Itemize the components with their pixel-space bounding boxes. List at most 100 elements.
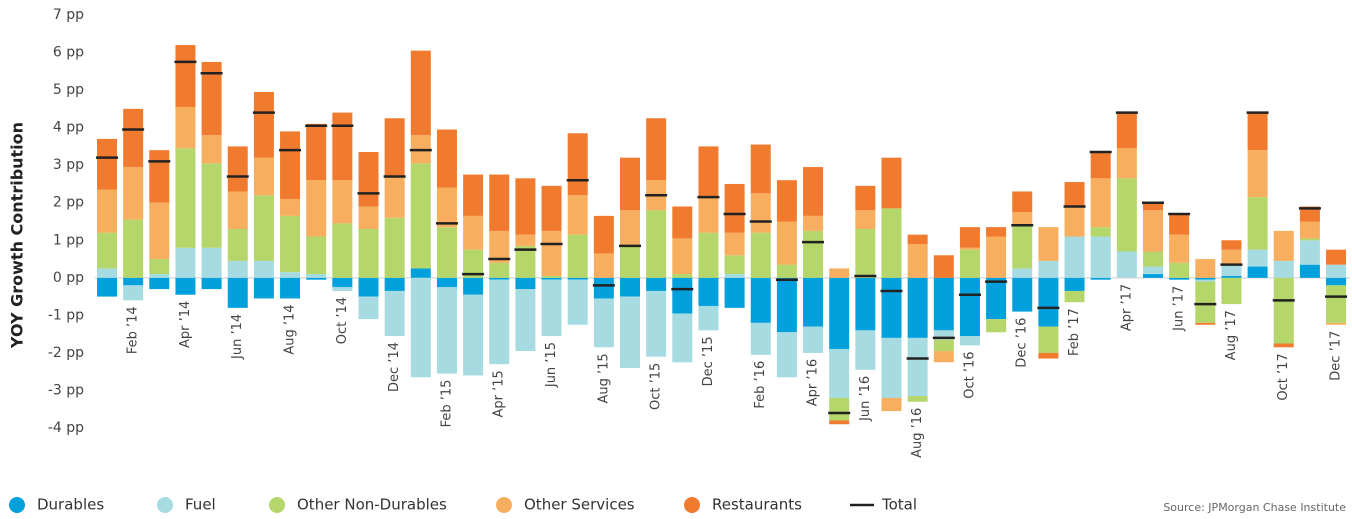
bar-segment	[672, 238, 693, 275]
bar-segment	[280, 277, 301, 299]
bar-segment	[253, 195, 274, 261]
bar-segment	[201, 277, 222, 290]
bar-segment	[253, 91, 274, 158]
legend-swatch	[269, 497, 285, 513]
bar-segment	[280, 272, 301, 278]
bar-segment	[1273, 277, 1294, 344]
legend-label: Durables	[37, 496, 104, 514]
bar-segment	[803, 277, 824, 327]
bar-segment	[1064, 290, 1085, 303]
x-tick-label: Apr ’14	[178, 301, 193, 348]
x-tick-label: Oct ’14	[335, 297, 350, 344]
bar-segment	[933, 255, 954, 278]
bar-segment	[803, 230, 824, 278]
bar-segment	[384, 277, 405, 291]
bar-segment	[1012, 191, 1033, 213]
bar-segment	[541, 277, 562, 280]
bar-segment	[1273, 343, 1294, 348]
bar-segment	[123, 285, 144, 301]
bar-segment	[959, 336, 980, 346]
bar-segment	[227, 229, 248, 261]
bar-segment	[724, 277, 745, 308]
bar-segment	[436, 277, 457, 288]
bar-segment	[410, 163, 431, 269]
bar-segment	[986, 277, 1007, 320]
bar-segment	[1064, 236, 1085, 278]
bar-segment	[175, 247, 196, 278]
bar-segment	[803, 326, 824, 353]
bar-segment	[1012, 225, 1033, 269]
bar-segment	[907, 277, 928, 338]
bar-segment	[593, 215, 614, 254]
legend-label: Total	[881, 496, 917, 514]
bar-segment	[332, 277, 353, 288]
bar-segment	[724, 232, 745, 256]
bar-segment	[620, 245, 640, 278]
bar-segment	[1090, 152, 1111, 179]
source-note: Source: JPMorgan Chase Institute	[1163, 501, 1346, 514]
y-tick-label: -3 pp	[48, 382, 84, 398]
y-tick-label: 2 pp	[53, 195, 84, 211]
bar-segment	[933, 330, 954, 340]
y-axis-title: YOY Growth Contribution	[8, 122, 27, 349]
bar-segment	[750, 277, 771, 323]
bar-segment	[1247, 197, 1268, 250]
bar-segment	[1143, 202, 1163, 211]
bar-segment	[1064, 277, 1085, 291]
bar-segment	[776, 221, 797, 265]
bar-segment	[1038, 326, 1059, 353]
bar-segment	[646, 277, 667, 291]
bar-segment	[332, 112, 353, 181]
bar-segment	[1326, 264, 1347, 278]
bar-segment	[855, 330, 876, 370]
bar-segment	[201, 247, 222, 278]
bar-segment	[881, 337, 902, 398]
bar-segment	[646, 210, 667, 278]
bar-segment	[201, 135, 222, 164]
bar-segment	[750, 144, 771, 194]
bar-segment	[436, 287, 457, 374]
bar-segment	[332, 287, 353, 291]
bar-segment	[829, 277, 850, 350]
bar-segment	[881, 208, 902, 278]
bar-segment	[855, 277, 876, 331]
bar-segment	[384, 176, 405, 218]
bar-segment	[567, 133, 588, 196]
bar-segment	[829, 349, 850, 398]
bar-segment	[149, 202, 170, 260]
x-tick-label: Feb ’14	[126, 306, 141, 354]
bar-segment	[149, 274, 170, 278]
bar-segment	[332, 180, 353, 224]
bar-segment	[567, 279, 588, 325]
x-tick-label: Jun ’16	[858, 376, 873, 422]
bar-segment	[358, 296, 379, 320]
bar-segment	[410, 50, 431, 136]
bar-segment	[515, 234, 536, 246]
bar-segment	[149, 259, 170, 275]
bar-segment	[986, 319, 1007, 333]
bar-segment	[907, 337, 928, 397]
bar-segment	[1012, 277, 1033, 312]
y-tick-label: 4 pp	[53, 120, 84, 136]
bar-segment	[175, 148, 196, 248]
bar-segment	[1221, 264, 1242, 276]
bar-segment	[750, 193, 771, 233]
bar-segment	[855, 185, 876, 211]
bar-segment	[776, 180, 797, 222]
bar-segment	[1090, 227, 1111, 237]
bar-segment	[489, 174, 510, 231]
bar-segment	[959, 277, 980, 337]
bar-segment	[175, 106, 196, 149]
legend-swatch	[684, 497, 700, 513]
bar-segment	[933, 277, 954, 331]
bar-segment	[620, 210, 640, 246]
bar-segment	[1299, 238, 1320, 241]
bar-segment	[959, 227, 980, 248]
x-tick-label: Oct ’16	[962, 351, 977, 398]
legend-label: Fuel	[185, 496, 216, 514]
bar-segment	[1090, 178, 1111, 228]
x-tick-label: Feb ’17	[1067, 308, 1082, 356]
bar-segment	[698, 197, 719, 233]
bar-segment	[306, 123, 327, 181]
